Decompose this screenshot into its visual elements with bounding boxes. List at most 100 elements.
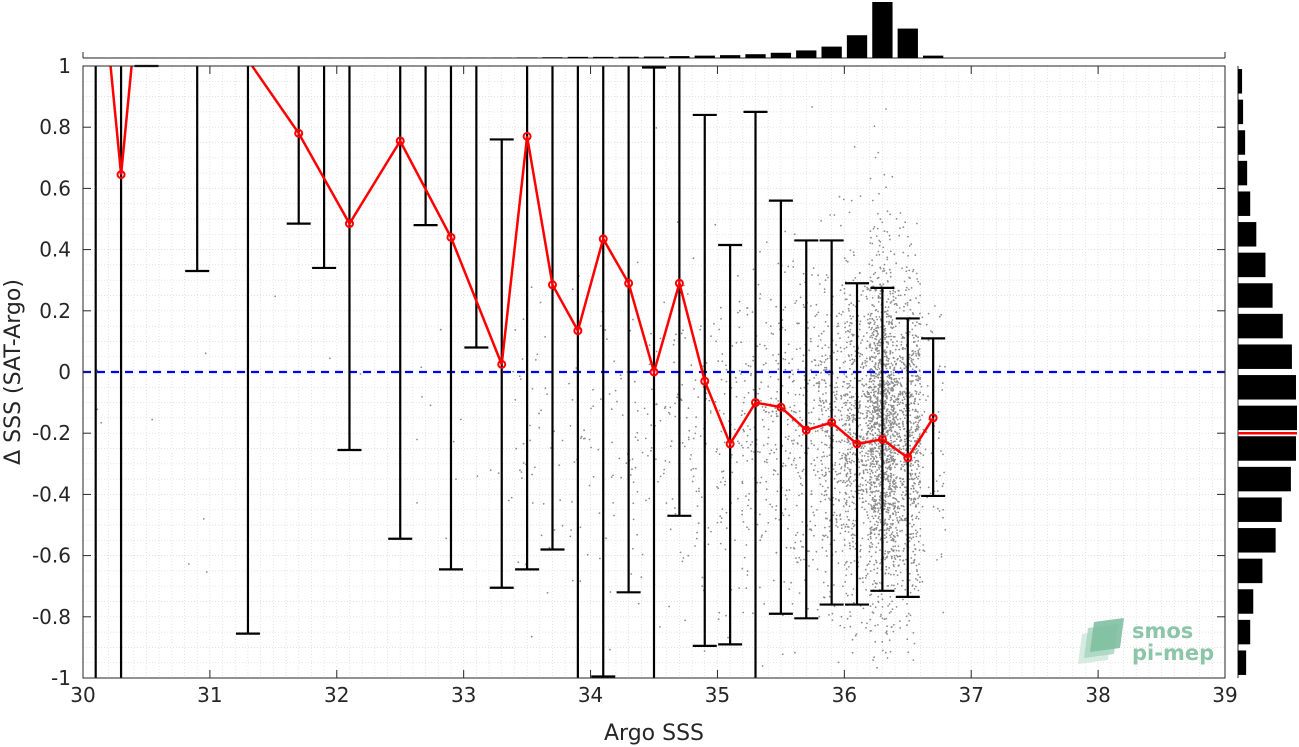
scatter-point <box>849 547 851 550</box>
scatter-point <box>787 392 790 394</box>
scatter-point <box>816 568 819 571</box>
scatter-point <box>681 383 684 386</box>
scatter-point <box>759 250 761 253</box>
scatter-point <box>756 523 759 526</box>
mean-bias-marker <box>700 376 710 386</box>
scatter-point <box>885 382 887 384</box>
scatter-point <box>824 467 827 469</box>
scatter-point <box>571 288 574 291</box>
scatter-point <box>843 373 846 375</box>
scatter-point <box>867 538 870 541</box>
scatter-point <box>912 488 915 490</box>
scatter-point <box>899 620 901 623</box>
scatter-point <box>668 461 671 463</box>
scatter-point <box>837 473 840 475</box>
scatter-point <box>918 354 921 357</box>
scatter-point <box>874 640 877 643</box>
scatter-point <box>896 358 899 361</box>
scatter-point <box>917 280 920 283</box>
scatter-point <box>899 571 902 574</box>
scatter-point <box>848 566 850 568</box>
scatter-point <box>847 354 850 356</box>
scatter-point <box>819 483 822 486</box>
scatter-point <box>774 443 777 446</box>
scatter-point <box>795 557 797 560</box>
scatter-point <box>619 374 622 377</box>
scatter-point <box>852 421 854 423</box>
scatter-point <box>721 508 724 510</box>
scatter-point <box>771 506 774 508</box>
scatter-point <box>915 564 918 567</box>
scatter-point <box>886 585 889 587</box>
scatter-point <box>766 461 768 464</box>
scatter-point <box>862 290 864 292</box>
x-axis-title: Argo SSS <box>604 721 704 746</box>
scatter-point <box>896 418 899 421</box>
scatter-point <box>749 443 752 446</box>
scatter-point <box>871 462 874 465</box>
scatter-point <box>849 475 852 478</box>
scatter-point <box>863 455 866 457</box>
scatter-point <box>843 544 846 547</box>
scatter-point <box>420 366 423 369</box>
scatter-point <box>898 422 901 425</box>
scatter-point <box>890 468 892 470</box>
scatter-point <box>735 395 738 398</box>
scatter-point <box>910 515 913 518</box>
scatter-point <box>738 587 741 589</box>
scatter-point <box>869 417 871 419</box>
scatter-point <box>917 421 920 424</box>
scatter-point <box>909 420 911 423</box>
scatter-point <box>834 386 836 389</box>
scatter-point <box>884 426 886 429</box>
scatter-point <box>912 395 914 398</box>
scatter-point <box>876 477 879 480</box>
scatter-point <box>775 305 778 308</box>
scatter-point <box>902 413 905 416</box>
scatter-point <box>895 417 898 419</box>
scatter-point <box>803 306 806 309</box>
scatter-point <box>846 399 849 402</box>
scatter-point <box>853 460 855 463</box>
scatter-point <box>725 614 727 617</box>
scatter-point <box>892 490 894 493</box>
scatter-point <box>561 524 564 527</box>
scatter-point <box>842 479 845 482</box>
scatter-point <box>767 428 770 431</box>
scatter-point <box>873 457 875 460</box>
scatter-point <box>906 304 909 306</box>
scatter-point <box>812 267 815 269</box>
scatter-point <box>810 422 812 425</box>
scatter-point <box>923 410 926 413</box>
scatter-point <box>927 312 930 315</box>
scatter-point <box>770 397 773 400</box>
scatter-point <box>874 437 877 439</box>
scatter-point <box>823 361 826 363</box>
scatter-point <box>844 466 846 468</box>
scatter-point <box>741 410 744 412</box>
scatter-point <box>667 411 670 414</box>
scatter-point <box>612 502 615 504</box>
scatter-point <box>877 301 880 303</box>
scatter-point <box>807 607 809 610</box>
scatter-point <box>874 490 876 493</box>
scatter-point <box>802 304 805 306</box>
scatter-point <box>916 415 919 418</box>
scatter-point <box>865 295 868 298</box>
scatter-point <box>865 364 868 367</box>
scatter-point <box>845 376 848 378</box>
scatter-point <box>914 553 916 556</box>
scatter-point <box>815 303 818 306</box>
scatter-point <box>854 399 857 402</box>
scatter-point <box>909 614 912 617</box>
scatter-point <box>809 520 812 523</box>
scatter-point <box>907 612 910 615</box>
scatter-point <box>772 420 774 423</box>
scatter-point <box>816 430 819 432</box>
scatter-point <box>833 511 836 514</box>
scatter-point <box>910 287 913 289</box>
scatter-point <box>846 617 849 620</box>
scatter-point <box>902 425 905 427</box>
scatter-point <box>890 380 893 383</box>
scatter-point <box>824 443 826 446</box>
